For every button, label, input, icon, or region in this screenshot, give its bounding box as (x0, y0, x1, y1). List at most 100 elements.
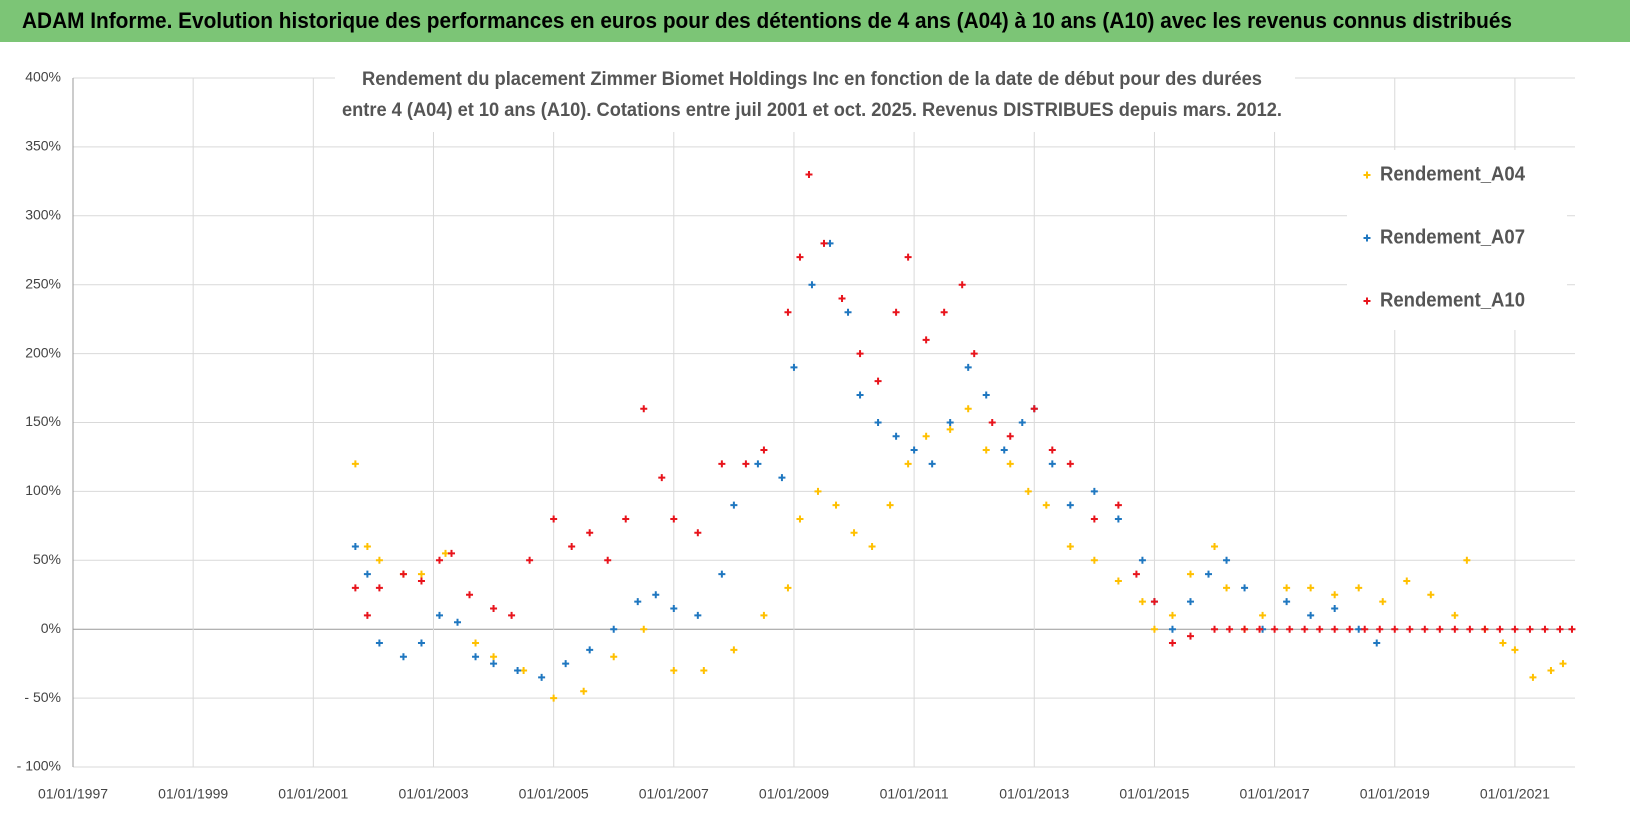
legend-marker (1363, 297, 1371, 305)
point (375, 639, 383, 647)
point (417, 570, 425, 578)
point (1066, 501, 1074, 509)
point (718, 460, 726, 468)
point (1283, 598, 1291, 606)
y-tick-label: - 100% (17, 758, 61, 774)
point (375, 556, 383, 564)
point (1259, 611, 1267, 619)
point (1132, 570, 1140, 578)
point (1421, 625, 1429, 633)
point (1556, 625, 1564, 633)
point (694, 529, 702, 537)
point (796, 515, 804, 523)
point (856, 350, 864, 358)
x-tick-label: 01/01/2017 (1240, 786, 1310, 802)
legend-label: Rendement_A10 (1380, 289, 1525, 311)
point (1391, 625, 1399, 633)
point (874, 377, 882, 385)
point (904, 460, 912, 468)
point (1526, 625, 1534, 633)
point (538, 673, 546, 681)
point (454, 618, 462, 626)
point (718, 570, 726, 578)
point (1018, 419, 1026, 426)
point (351, 543, 359, 551)
point (417, 577, 425, 585)
y-tick-label: 150% (25, 413, 61, 429)
y-tick-label: 0% (41, 620, 61, 636)
point (742, 460, 750, 468)
legend-label: Rendement_A04 (1380, 163, 1526, 185)
point (808, 281, 816, 289)
point (1559, 660, 1567, 668)
point (1451, 625, 1459, 633)
point (1316, 625, 1324, 633)
point (730, 646, 738, 654)
y-tick-label: 300% (25, 207, 61, 223)
header: ADAM Informe. Evolution historique des p… (22, 8, 1512, 33)
point (784, 308, 792, 316)
point (1436, 625, 1444, 633)
point (814, 487, 822, 495)
y-tick-label: - 50% (24, 689, 61, 705)
point (844, 308, 852, 316)
point (363, 611, 371, 619)
x-tick-label: 01/01/2021 (1480, 786, 1550, 802)
point (1066, 543, 1074, 551)
point (1168, 611, 1176, 619)
point (1223, 584, 1231, 592)
point (958, 281, 966, 289)
point (472, 653, 480, 661)
point (1138, 556, 1146, 564)
point (1451, 611, 1459, 619)
point (856, 391, 864, 399)
point (730, 501, 738, 509)
point (658, 474, 666, 482)
point (1355, 584, 1363, 592)
x-tick-label: 01/01/2009 (759, 786, 829, 802)
x-tick-label: 01/01/2007 (639, 786, 709, 802)
point (922, 432, 930, 440)
point (1150, 625, 1158, 633)
point (448, 549, 456, 557)
point (550, 694, 558, 702)
point (514, 667, 522, 675)
point (550, 515, 558, 523)
point (982, 446, 990, 454)
point (1481, 625, 1489, 633)
point (508, 611, 516, 619)
point (1186, 570, 1194, 578)
point (1511, 646, 1519, 654)
point (1271, 625, 1279, 633)
point (1090, 487, 1098, 495)
point (610, 625, 618, 633)
point (586, 646, 594, 654)
point (874, 419, 882, 426)
point (1006, 432, 1014, 440)
point (1331, 625, 1339, 633)
point (1138, 598, 1146, 606)
point (988, 419, 996, 426)
point (1048, 460, 1056, 468)
point (760, 446, 768, 454)
point (694, 611, 702, 619)
point (790, 363, 798, 371)
point (1307, 611, 1315, 619)
point (1331, 605, 1339, 613)
x-tick-label: 01/01/2015 (1119, 786, 1189, 802)
point (375, 584, 383, 592)
point (417, 639, 425, 647)
point (466, 591, 474, 599)
point (1499, 639, 1507, 647)
point (1024, 487, 1032, 495)
point (670, 515, 678, 523)
point (1541, 625, 1549, 633)
point (399, 570, 407, 578)
point (946, 419, 954, 426)
point (928, 460, 936, 468)
point (490, 653, 498, 661)
point (1331, 591, 1339, 599)
point (892, 432, 900, 440)
